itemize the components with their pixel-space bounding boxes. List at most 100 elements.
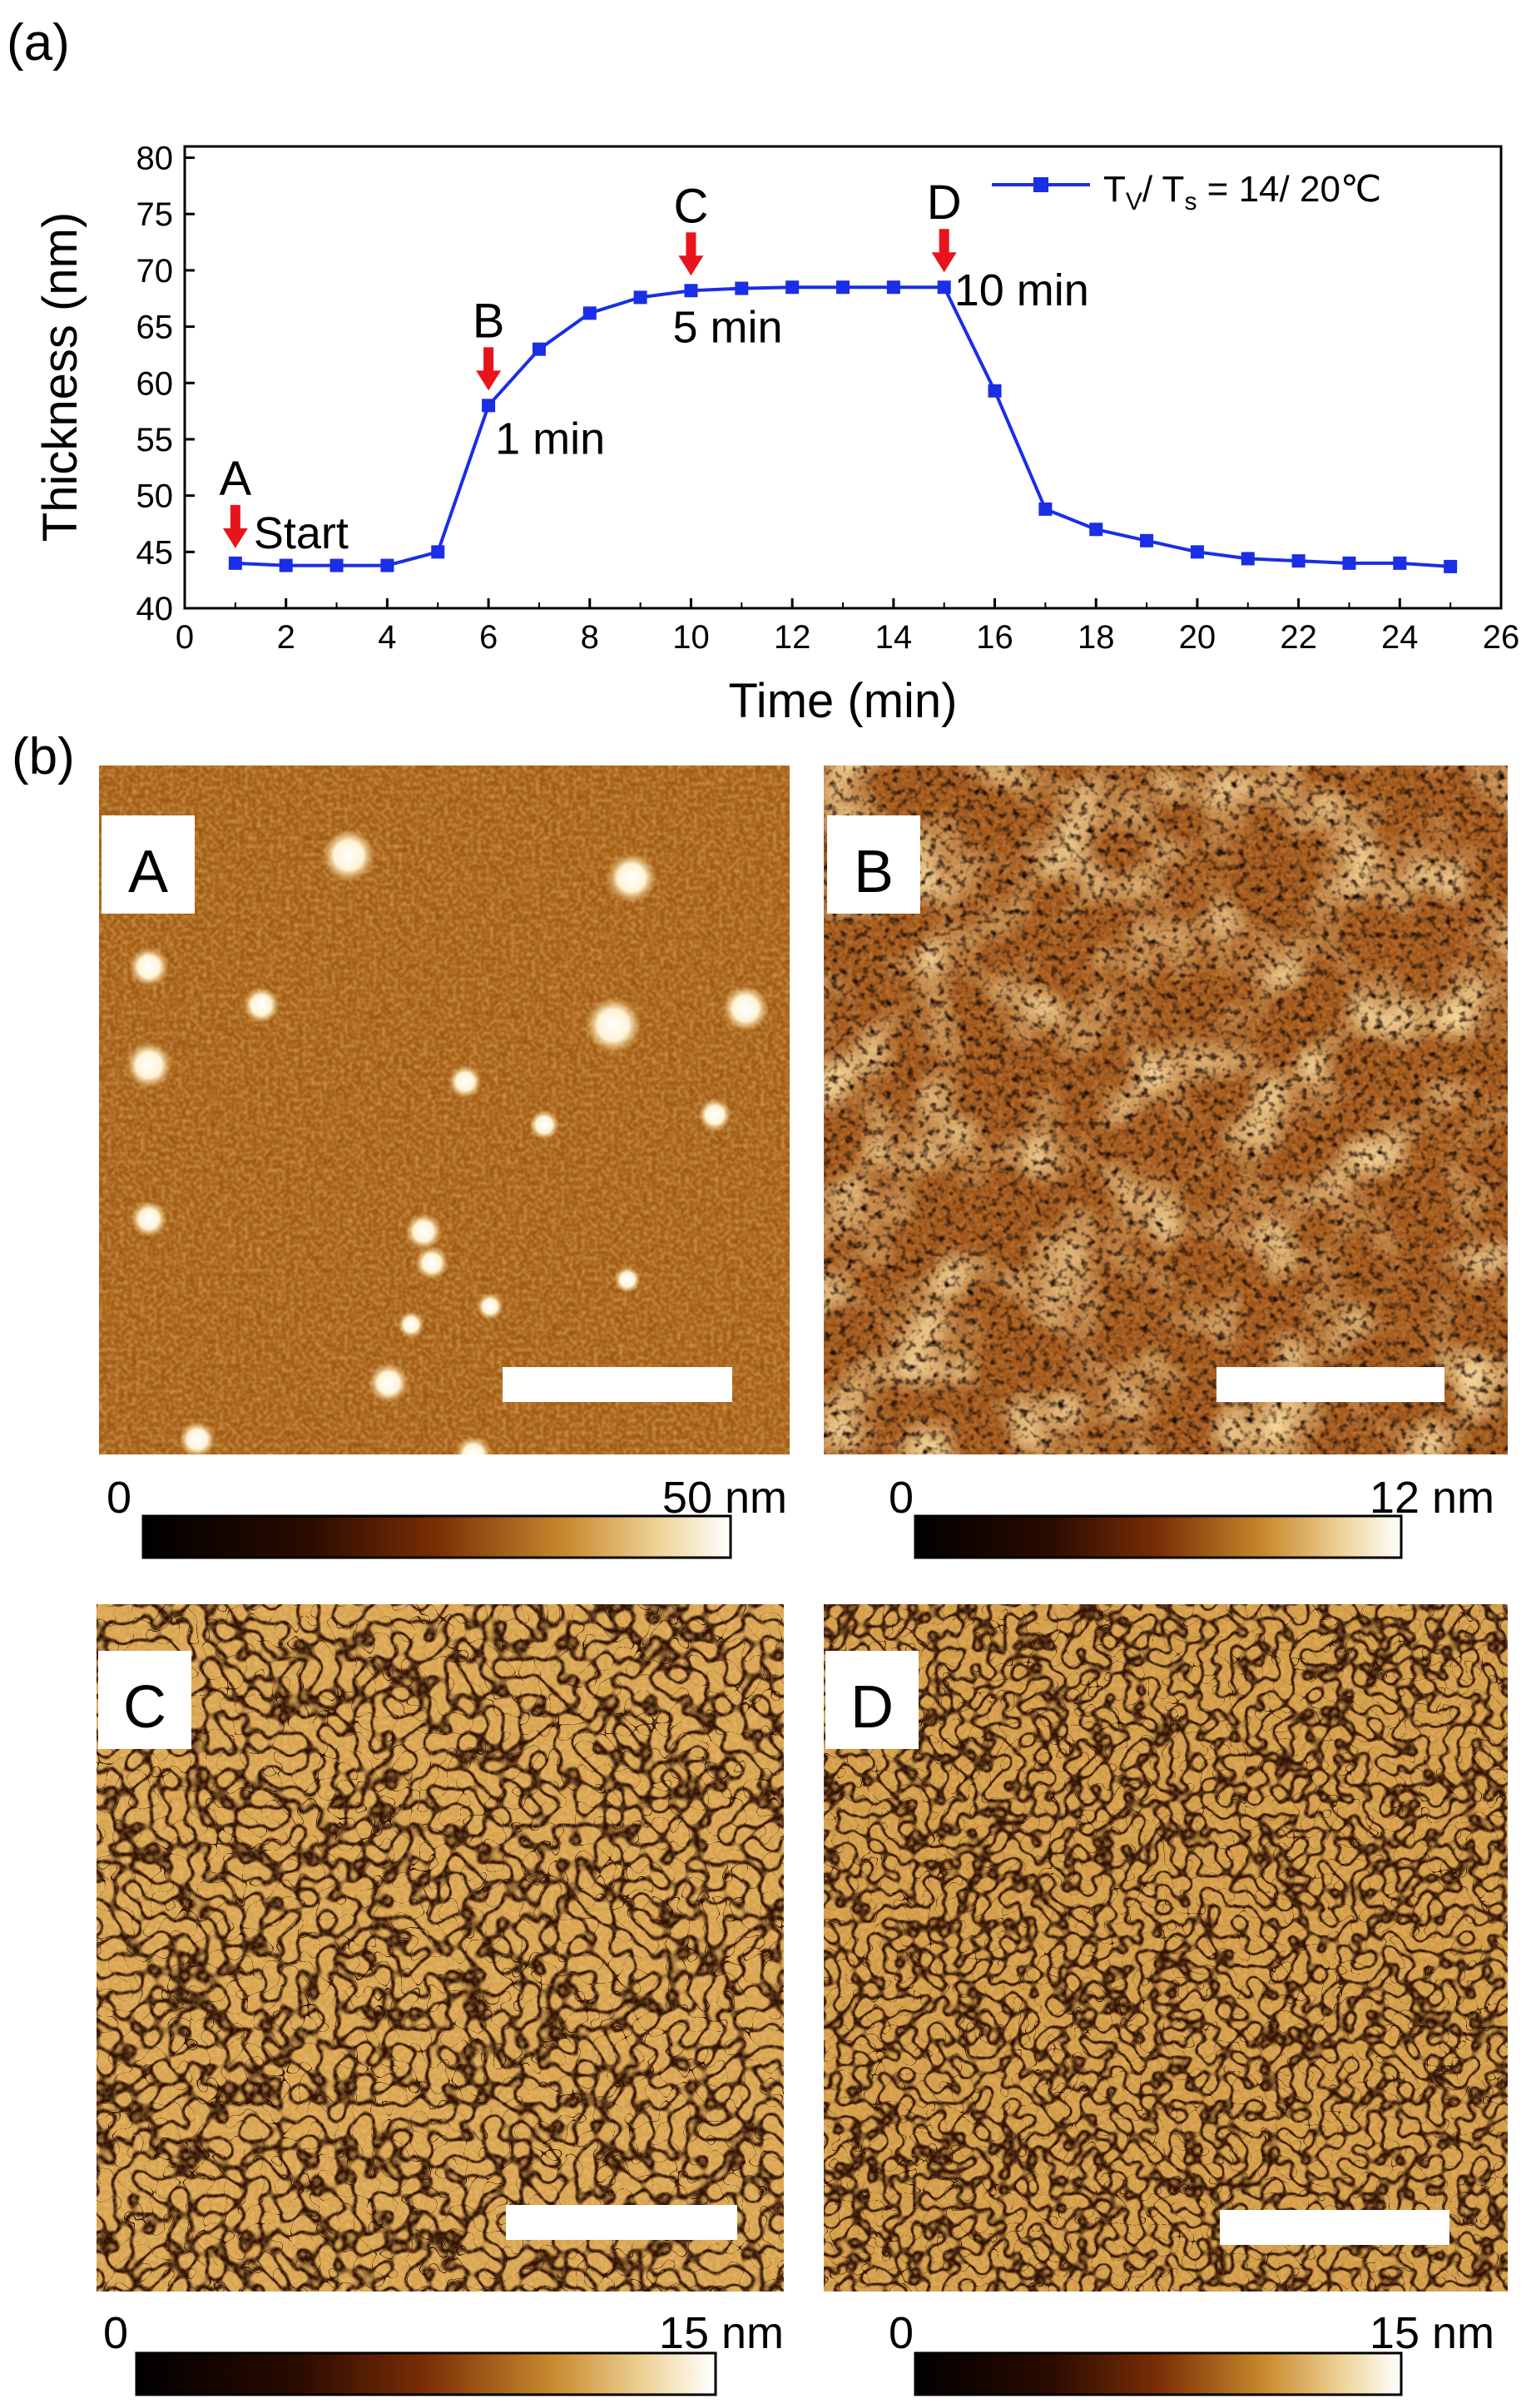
afm-b-scale-min: 0 bbox=[889, 1473, 914, 1523]
data-point bbox=[1291, 554, 1306, 568]
x-axis: 0 2 4 6 8 10 12 14 16 18 20 22 24 26 bbox=[176, 598, 1519, 656]
data-point bbox=[988, 384, 1002, 398]
afm-image-b: B 0 12 nm bbox=[824, 766, 1508, 1559]
legend: TV/ Ts = 14/ 20℃ bbox=[992, 169, 1381, 216]
afm-c-scale-max: 15 nm bbox=[659, 2308, 784, 2358]
bright-particles bbox=[126, 829, 769, 1454]
annotation-note: 5 min bbox=[672, 302, 782, 352]
x-tick-label: 24 bbox=[1381, 619, 1419, 656]
series-layer bbox=[228, 280, 1458, 573]
afm-b-letter: B bbox=[854, 839, 894, 905]
x-axis-label: Time (min) bbox=[729, 674, 958, 728]
afm-d-letter-box bbox=[825, 1651, 919, 1749]
data-point bbox=[1089, 523, 1103, 537]
afm-image-d-surface bbox=[824, 1604, 1508, 2292]
afm-d-letter: D bbox=[850, 1674, 894, 1741]
x-tick-label: 18 bbox=[1078, 619, 1115, 656]
panel-a-label: (a) bbox=[7, 14, 70, 72]
afm-image-c: C 0 15 nm bbox=[97, 1604, 784, 2396]
afm-b-colorbar bbox=[914, 1514, 1403, 1559]
y-tick-label: 40 bbox=[136, 591, 174, 627]
afm-a-scale-max: 50 nm bbox=[662, 1473, 787, 1523]
x-tick-label: 16 bbox=[976, 619, 1013, 656]
annotation-note: Start bbox=[254, 508, 349, 558]
annotation-arrow-shaft bbox=[483, 347, 494, 373]
x-tick-label: 6 bbox=[479, 619, 498, 656]
afm-d-scale-bar bbox=[1220, 2210, 1449, 2245]
afm-c-letter-box bbox=[98, 1651, 191, 1749]
annotation-arrow-shaft bbox=[230, 504, 240, 530]
afm-a-letter: A bbox=[128, 839, 168, 905]
afm-d-colorbar bbox=[914, 2351, 1403, 2396]
x-tick-label: 22 bbox=[1280, 619, 1317, 656]
y-tick-label: 60 bbox=[136, 365, 174, 402]
annotation-letter: A bbox=[220, 452, 252, 506]
data-point bbox=[380, 558, 394, 572]
data-point bbox=[785, 280, 800, 295]
afm-image-b-surface bbox=[824, 766, 1508, 1454]
annotation-letter: C bbox=[674, 179, 709, 233]
afm-d-scale-min: 0 bbox=[889, 2308, 914, 2358]
x-tick-label: 14 bbox=[875, 619, 913, 656]
data-point bbox=[684, 284, 698, 298]
data-point bbox=[735, 281, 749, 295]
afm-c-letter: C bbox=[123, 1674, 166, 1741]
x-tick-label: 4 bbox=[378, 619, 396, 656]
y-axis-label: Thickness (nm) bbox=[33, 212, 87, 542]
x-tick-label: 12 bbox=[774, 619, 811, 656]
annotation-arrow-head bbox=[222, 528, 248, 548]
data-point bbox=[937, 280, 951, 295]
thickness-chart: 0 2 4 6 8 10 12 14 16 18 20 22 24 26 4045505560657075… bbox=[33, 141, 1519, 728]
afm-c-scale-min: 0 bbox=[103, 2308, 128, 2358]
y-axis: 40 45 50 55 60 65 70 75 80 bbox=[136, 141, 195, 627]
annotation-letter: B bbox=[473, 294, 505, 348]
legend-marker bbox=[1033, 177, 1048, 192]
x-tick-label: 26 bbox=[1483, 619, 1520, 656]
data-point bbox=[1140, 533, 1154, 547]
afm-b-scale-max: 12 nm bbox=[1370, 1473, 1494, 1523]
data-point bbox=[228, 556, 242, 570]
series-line bbox=[235, 285, 1451, 568]
annotation-note: 1 min bbox=[495, 414, 605, 463]
annotation-arrow-shaft bbox=[939, 229, 949, 255]
afm-image-c-surface bbox=[97, 1604, 784, 2292]
afm-c-scale-bar bbox=[506, 2205, 737, 2240]
panel-b-label: (b) bbox=[12, 728, 75, 785]
data-point bbox=[431, 545, 445, 559]
data-point bbox=[279, 558, 293, 572]
data-point bbox=[836, 280, 850, 295]
annotation-arrow-shaft bbox=[686, 232, 696, 258]
afm-image-a: A 0 50 nm bbox=[99, 766, 790, 1559]
data-point bbox=[1393, 556, 1407, 570]
afm-a-letter-box bbox=[102, 815, 195, 914]
data-point bbox=[532, 342, 546, 356]
afm-a-scale-min: 0 bbox=[107, 1473, 131, 1523]
afm-b-letter-box bbox=[827, 815, 920, 914]
data-point bbox=[633, 290, 647, 305]
annotation-d: D 10 min bbox=[927, 176, 1089, 315]
x-tick-label: 10 bbox=[672, 619, 710, 656]
data-point bbox=[1190, 545, 1204, 559]
y-tick-label: 55 bbox=[136, 422, 174, 458]
afm-image-a-surface bbox=[99, 766, 790, 1454]
data-point bbox=[1444, 559, 1458, 573]
x-tick-label: 2 bbox=[277, 619, 295, 656]
data-point bbox=[329, 558, 344, 572]
afm-a-scale-bar bbox=[503, 1367, 732, 1402]
x-tick-label: 20 bbox=[1179, 619, 1216, 656]
y-tick-label: 50 bbox=[136, 478, 174, 515]
legend-label: TV/ Ts = 14/ 20℃ bbox=[1103, 169, 1381, 216]
annotation-c: C 5 min bbox=[672, 179, 782, 352]
annotation-b: B 1 min bbox=[473, 294, 605, 463]
y-tick-label: 65 bbox=[136, 310, 174, 346]
data-point bbox=[1241, 552, 1255, 566]
data-point bbox=[1342, 556, 1356, 570]
afm-d-scale-max: 15 nm bbox=[1370, 2308, 1494, 2358]
data-point bbox=[1038, 502, 1053, 516]
annotation-arrow-head bbox=[678, 255, 704, 276]
annotation-arrow-head bbox=[476, 370, 502, 391]
plot-frame bbox=[183, 145, 1503, 610]
